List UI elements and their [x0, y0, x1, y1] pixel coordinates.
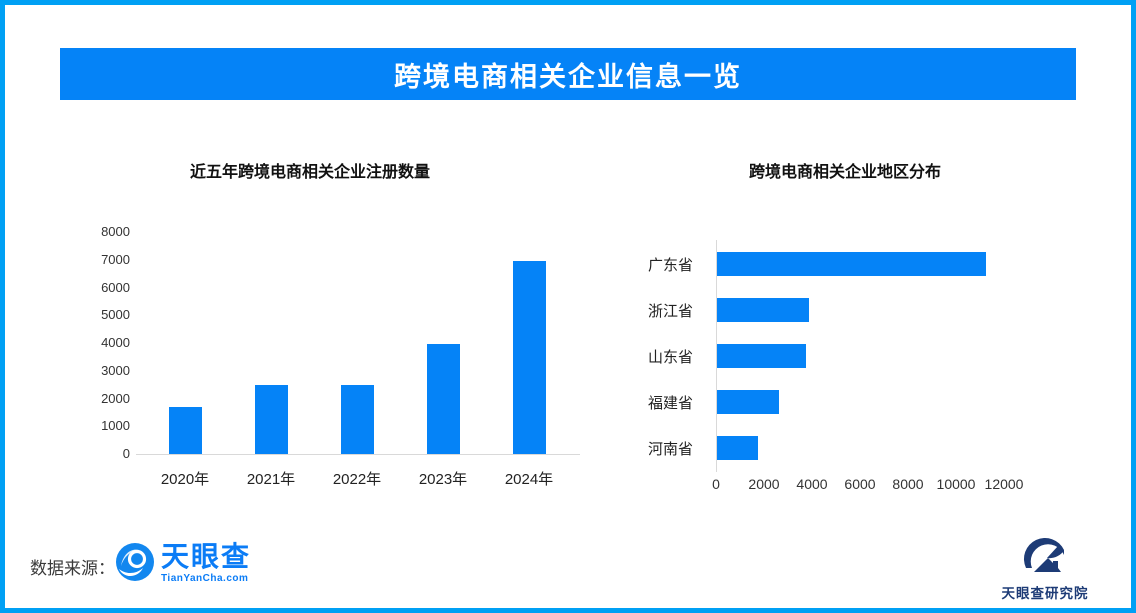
- region-chart-title: 跨境电商相关企业地区分布: [748, 164, 941, 181]
- page-title: 跨境电商相关企业信息一览: [394, 61, 742, 92]
- tianyancha-wordmark-group: 天眼查 TianYanCha.com: [161, 541, 252, 585]
- x-axis-tick-label: 8000: [892, 476, 924, 492]
- y-axis-tick-label: 3000: [101, 362, 130, 378]
- region-bar-chart: 广东省浙江省山东省福建省河南省 0 2000 4000 6000 8000 10000 120…: [640, 240, 1100, 510]
- bar-2021年: [254, 384, 288, 454]
- bar-2024年: [512, 261, 546, 454]
- bar-2022年: [340, 384, 374, 454]
- x-axis-label: 2020年: [160, 471, 210, 488]
- x-axis-label: 2024年: [504, 471, 554, 488]
- y-axis-line: [716, 240, 717, 472]
- title-banner: 跨境电商相关企业信息一览: [60, 48, 1076, 100]
- x-axis-tick-label: 4000: [796, 476, 828, 492]
- x-axis-tick-label: 12000: [984, 476, 1024, 492]
- data-source-label: 数据来源：: [30, 559, 115, 578]
- x-axis-tick-label: 6000: [844, 476, 876, 492]
- y-axis-tick-label: 8000: [101, 224, 130, 239]
- y-axis-tick-label: 4000: [101, 335, 130, 350]
- bar-河南省: [717, 436, 758, 460]
- x-axis-tick-label: 2000: [748, 476, 780, 492]
- tianyancha-wordmark: 天眼查: [161, 541, 252, 572]
- x-axis-label: 2021年: [246, 471, 296, 488]
- bar-山东省: [717, 344, 806, 368]
- registration-chart-title: 近五年跨境电商相关企业注册数量: [189, 164, 430, 181]
- y-axis-tick-label: 7000: [101, 251, 130, 267]
- research-institute-label: 天眼查研究院: [1001, 586, 1089, 601]
- x-axis-label: 2022年: [332, 471, 382, 488]
- bar-2020年: [168, 406, 202, 454]
- category-label: 福建省: [648, 395, 694, 412]
- category-label: 山东省: [648, 349, 694, 366]
- bar-浙江省: [717, 298, 810, 322]
- research-institute-logo: 天眼查研究院: [993, 537, 1097, 602]
- x-axis-tick-label: 10000: [936, 476, 976, 492]
- tianyancha-eye-icon: [116, 543, 154, 581]
- registration-bar-chart: 0 1000 2000 3000 4000 5000 6000 7000 8000 2020年 20…: [90, 224, 585, 502]
- y-axis-tick-label: 5000: [101, 307, 130, 323]
- bar-2023年: [426, 344, 460, 454]
- y-axis-tick-label: 0: [122, 446, 130, 461]
- bar-广东省: [717, 252, 986, 276]
- bar-福建省: [717, 390, 780, 414]
- tianyancha-domain: TianYanCha.com: [161, 573, 249, 584]
- research-institute-eye-icon: [1023, 537, 1064, 572]
- x-axis-tick-label: 0: [712, 476, 720, 492]
- tianyancha-logo: 天眼查 TianYanCha.com: [115, 542, 251, 584]
- y-axis-tick-label: 6000: [101, 279, 130, 295]
- category-label: 河南省: [648, 441, 694, 458]
- category-label: 浙江省: [648, 303, 694, 320]
- x-axis-label: 2023年: [418, 471, 468, 488]
- x-axis-line: [136, 454, 580, 455]
- category-label: 广东省: [648, 257, 694, 274]
- y-axis-tick-label: 1000: [101, 418, 130, 434]
- y-axis-tick-label: 2000: [101, 390, 130, 406]
